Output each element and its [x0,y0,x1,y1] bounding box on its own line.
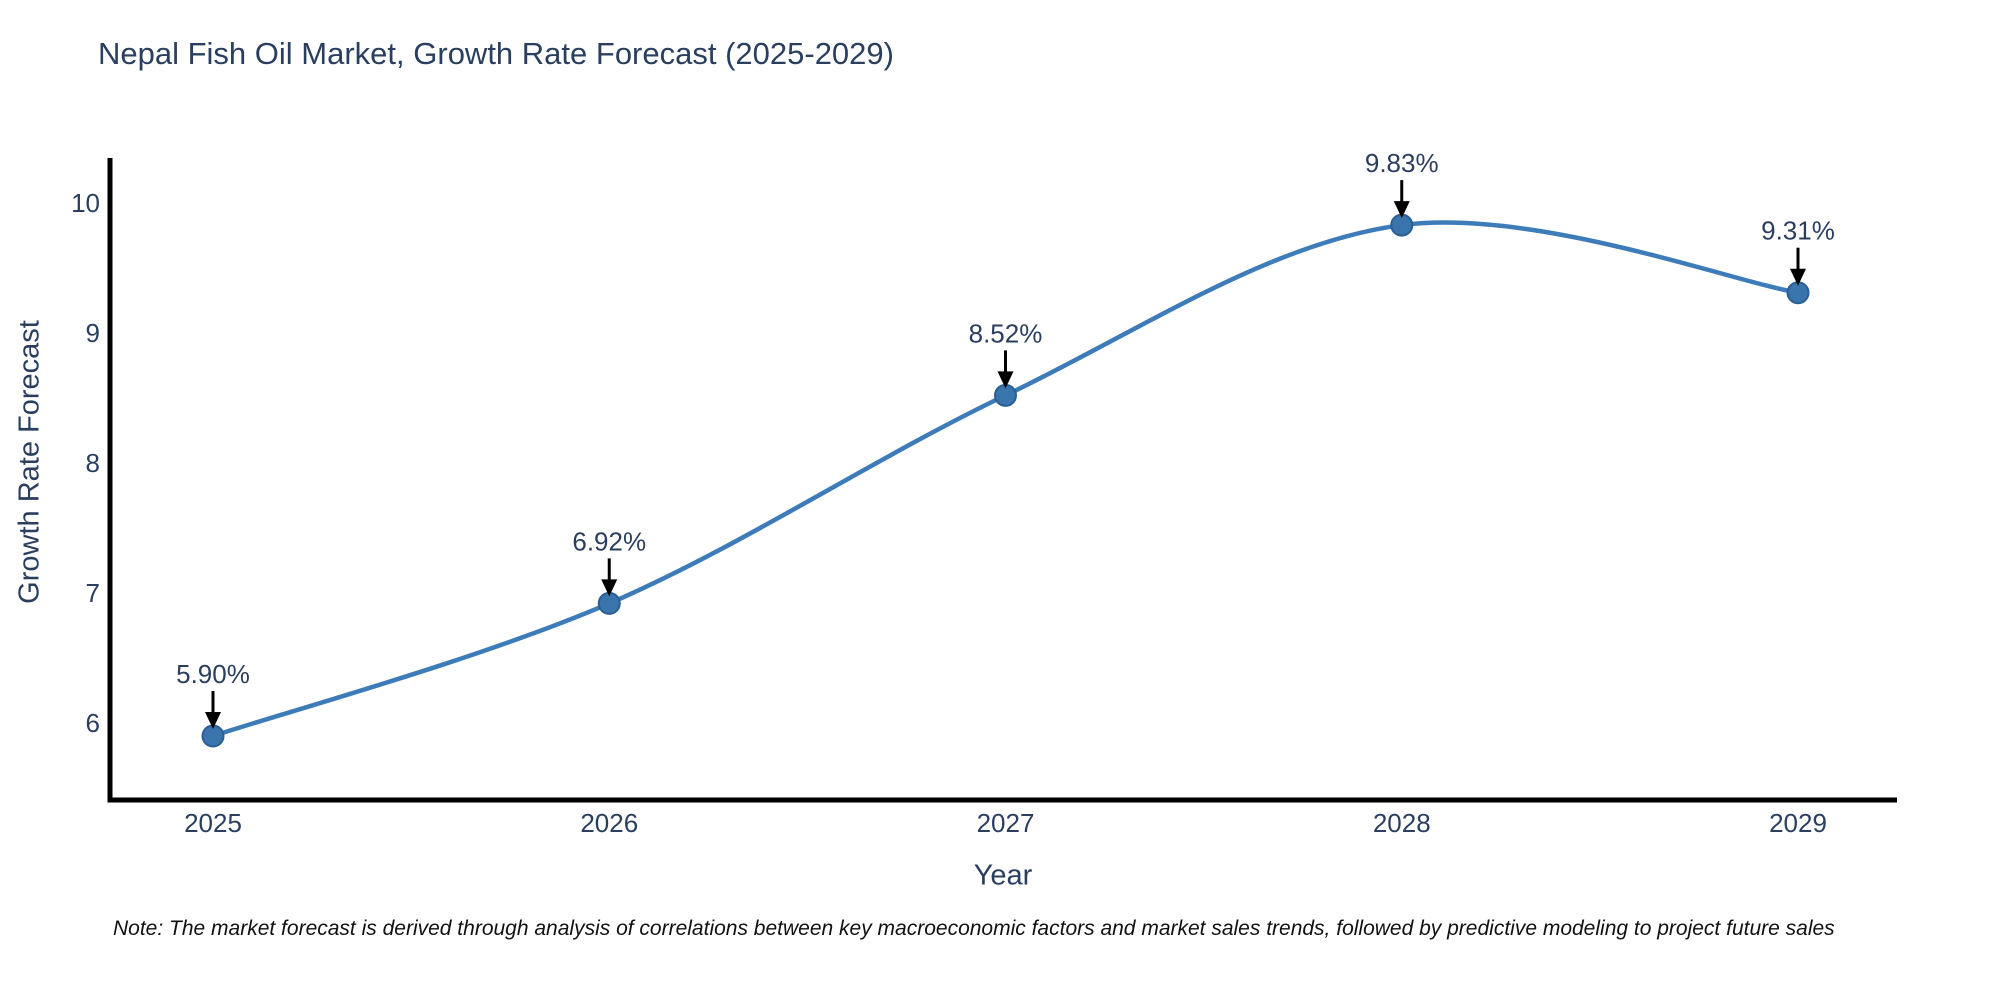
footnote: Note: The market forecast is derived thr… [113,917,1835,940]
data-point-label: 9.31% [1761,216,1835,246]
annotation-arrowhead [997,371,1014,389]
y-tick-label: 8 [86,448,100,478]
data-point-label: 9.83% [1365,148,1439,178]
x-tick-label: 2027 [977,808,1035,838]
x-axis-title: Year [973,859,1033,892]
x-tick-label: 2029 [1769,808,1827,838]
x-tick-label: 2025 [184,808,242,838]
data-point-label: 8.52% [969,318,1043,348]
annotation-arrowhead [601,579,618,597]
annotation-arrowhead [1393,201,1410,219]
annotation-arrowhead [1790,268,1806,286]
y-tick-label: 10 [71,188,100,218]
y-tick-label: 9 [86,318,100,348]
annotation-arrowhead [205,712,221,729]
y-tick-label: 7 [86,578,100,608]
x-tick-label: 2028 [1373,808,1431,838]
y-tick-label: 6 [86,708,100,738]
line-series [210,220,1801,739]
data-point-label: 6.92% [572,526,646,556]
chart-title: Nepal Fish Oil Market, Growth Rate Forec… [98,36,894,71]
x-tick-label: 2026 [580,808,638,838]
data-point-label: 5.90% [176,659,250,689]
